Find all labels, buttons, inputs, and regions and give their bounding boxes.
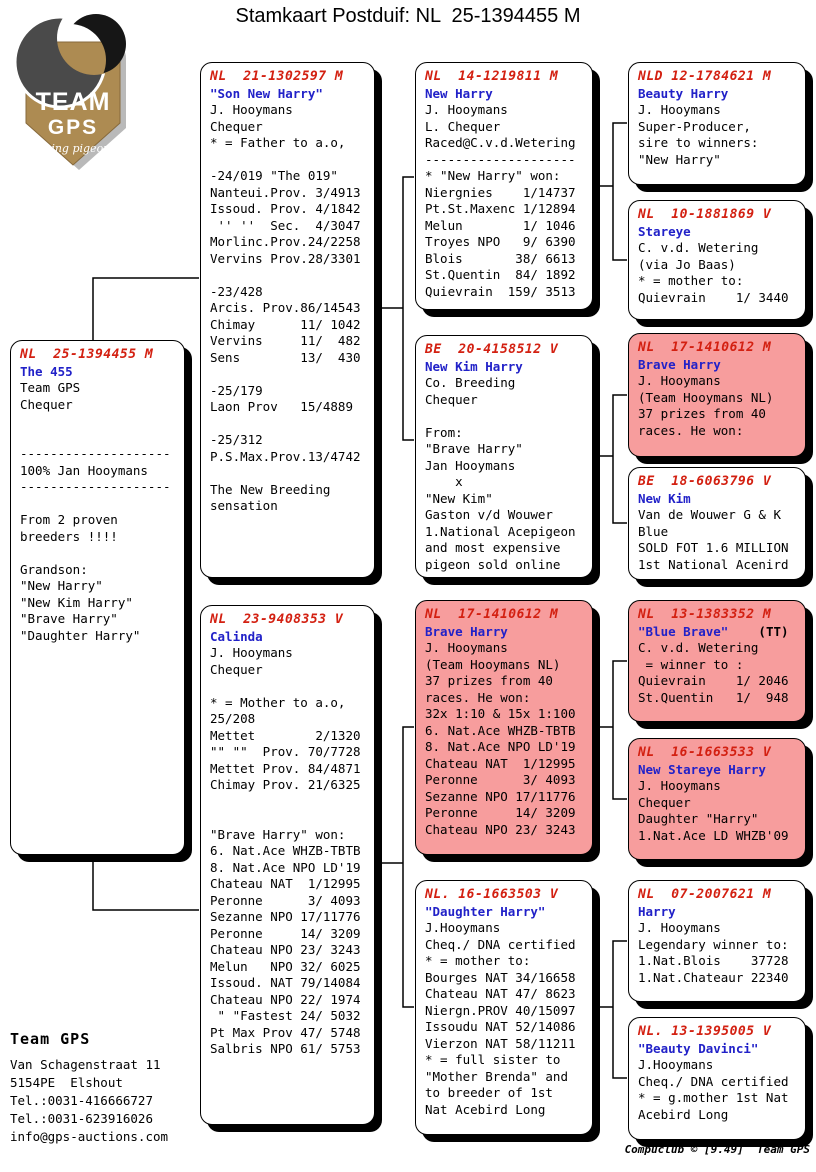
great-grandparent-box-2: NL 10-1881869 V Stareye C. v.d. Wetering…	[628, 200, 806, 320]
pigeon-name: Harry	[638, 903, 676, 919]
paternal-grandsire-box: NL 14-1219811 M New Harry J. Hooymans L.…	[415, 62, 593, 310]
pigeon-name: Beauty Harry	[638, 85, 729, 101]
pigeon-name: Brave Harry	[638, 356, 721, 372]
contact-details: Van Schagenstraat 11 5154PE Elshout Tel.…	[10, 1057, 169, 1144]
great-grandparent-box-4: BE 18-6063796 V New Kim Van de Wouwer G …	[628, 467, 806, 580]
dam-box: NL 23-9408353 V Calinda J. Hooymans Cheq…	[200, 605, 375, 1125]
ring-number: NL. 16-1663503 V	[425, 887, 559, 902]
maternal-granddam-box: NL. 16-1663503 V "Daughter Harry" J.Hooy…	[415, 880, 593, 1135]
great-grandparent-box-3: NL 17-1410612 M Brave Harry J. Hooymans …	[628, 333, 806, 457]
bird-wing-black	[66, 14, 126, 74]
footer-credit: Compuclub © [9.49] Team GPS	[624, 1143, 810, 1156]
ring-number: NL 17-1410612 M	[425, 607, 559, 622]
ring-number: NL 23-9408353 V	[210, 612, 344, 627]
ring-number: NL 21-1302597 M	[210, 69, 344, 84]
pigeon-details: C. v.d. Wetering = winner to : Quievrain…	[638, 640, 789, 705]
logo-tagline-text: Racing pigeons	[29, 142, 116, 155]
ring-number: NL 16-1663533 V	[638, 745, 772, 760]
page-title: Stamkaart Postduif: NL 25-1394455 M	[235, 5, 581, 27]
pigeon-details: J. Hooymans Chequer Daughter "Harry" 1.N…	[638, 778, 789, 843]
pigeon-details: Team GPS Chequer -------------------- 10…	[20, 380, 171, 643]
pigeon-details: Co. Breeding Chequer From: "Brave Harry"…	[425, 375, 576, 572]
pigeon-details: J. Hooymans Legendary winner to: 1.Nat.B…	[638, 920, 789, 985]
pigeon-name: New Harry	[425, 85, 493, 101]
ring-number: BE 18-6063796 V	[638, 474, 772, 489]
pigeon-details: J. Hooymans Chequer * = Father to a.o, -…	[210, 102, 361, 513]
logo-gps-text: GPS	[48, 116, 98, 139]
ring-number: BE 20-4158512 V	[425, 342, 559, 357]
ring-number: NL 07-2007621 M	[638, 887, 772, 902]
ring-number: NL 14-1219811 M	[425, 69, 559, 84]
pigeon-details: C. v.d. Wetering (via Jo Baas) * = mothe…	[638, 240, 789, 305]
great-grandparent-box-7: NL 07-2007621 M Harry J. Hooymans Legend…	[628, 880, 806, 1002]
sire-box: NL 21-1302597 M "Son New Harry" J. Hooym…	[200, 62, 375, 578]
pigeon-details: J. Hooymans L. Chequer Raced@C.v.d.Weter…	[425, 102, 576, 299]
pigeon-name: New Kim Harry	[425, 358, 523, 374]
pigeon-details: J.Hooymans Cheq./ DNA certified * = moth…	[425, 920, 576, 1117]
pigeon-name: "Blue Brave" (TT)	[638, 623, 789, 639]
contact-name: Team GPS	[10, 1030, 91, 1048]
pigeon-details: J. Hooymans (Team Hooymans NL) 37 prizes…	[425, 640, 576, 837]
great-grandparent-box-8: NL. 13-1395005 V "Beauty Davinci" J.Hooy…	[628, 1017, 806, 1140]
subject-box: NL 25-1394455 M The 455 Team GPS Chequer…	[10, 340, 185, 855]
contact-block: Team GPS Van Schagenstraat 11 5154PE Els…	[10, 1030, 240, 1146]
pigeon-details: Van de Wouwer G & K Blue SOLD FOT 1.6 MI…	[638, 507, 789, 572]
pigeon-name: "Son New Harry"	[210, 85, 323, 101]
ring-number: NL. 13-1395005 V	[638, 1024, 772, 1039]
pigeon-name: "Beauty Davinci"	[638, 1040, 759, 1056]
ring-number: NL 25-1394455 M	[20, 347, 154, 362]
team-gps-logo: TEAM GPS Racing pigeons	[13, 14, 126, 170]
pigeon-name: Brave Harry	[425, 623, 508, 639]
pigeon-details: J. Hooymans Chequer * = Mother to a.o, 2…	[210, 645, 361, 1056]
ring-number: NL 17-1410612 M	[638, 340, 772, 355]
logo-team-text: TEAM	[36, 88, 111, 116]
great-grandparent-box-1: NLD 12-1784621 M Beauty Harry J. Hooyman…	[628, 62, 806, 185]
pigeon-name: New Kim	[638, 490, 691, 506]
great-grandparent-box-5: NL 13-1383352 M "Blue Brave" (TT) C. v.d…	[628, 600, 806, 722]
pigeon-details: J. Hooymans Super-Producer, sire to winn…	[638, 102, 759, 167]
pigeon-name: Stareye	[638, 223, 691, 239]
pigeon-name: New Stareye Harry	[638, 761, 766, 777]
ring-number: NL 10-1881869 V	[638, 207, 772, 222]
pigeon-name: "Daughter Harry"	[425, 903, 546, 919]
ring-number: NLD 12-1784621 M	[638, 69, 772, 84]
paternal-granddam-box: BE 20-4158512 V New Kim Harry Co. Breedi…	[415, 335, 593, 578]
pigeon-details: J. Hooymans (Team Hooymans NL) 37 prizes…	[638, 373, 774, 438]
maternal-grandsire-box: NL 17-1410612 M Brave Harry J. Hooymans …	[415, 600, 593, 855]
pigeon-details: J.Hooymans Cheq./ DNA certified * = g.mo…	[638, 1057, 789, 1122]
ring-number: NL 13-1383352 M	[638, 607, 772, 622]
pigeon-name: The 455	[20, 363, 73, 379]
pigeon-name: Calinda	[210, 628, 263, 644]
great-grandparent-box-6: NL 16-1663533 V New Stareye Harry J. Hoo…	[628, 738, 806, 860]
